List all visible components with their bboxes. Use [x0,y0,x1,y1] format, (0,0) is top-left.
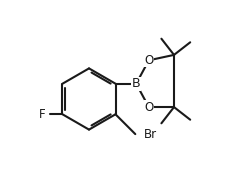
Text: B: B [132,77,140,90]
Text: Br: Br [144,128,156,141]
Text: O: O [144,54,154,67]
Text: F: F [39,108,46,121]
Text: O: O [144,101,154,114]
